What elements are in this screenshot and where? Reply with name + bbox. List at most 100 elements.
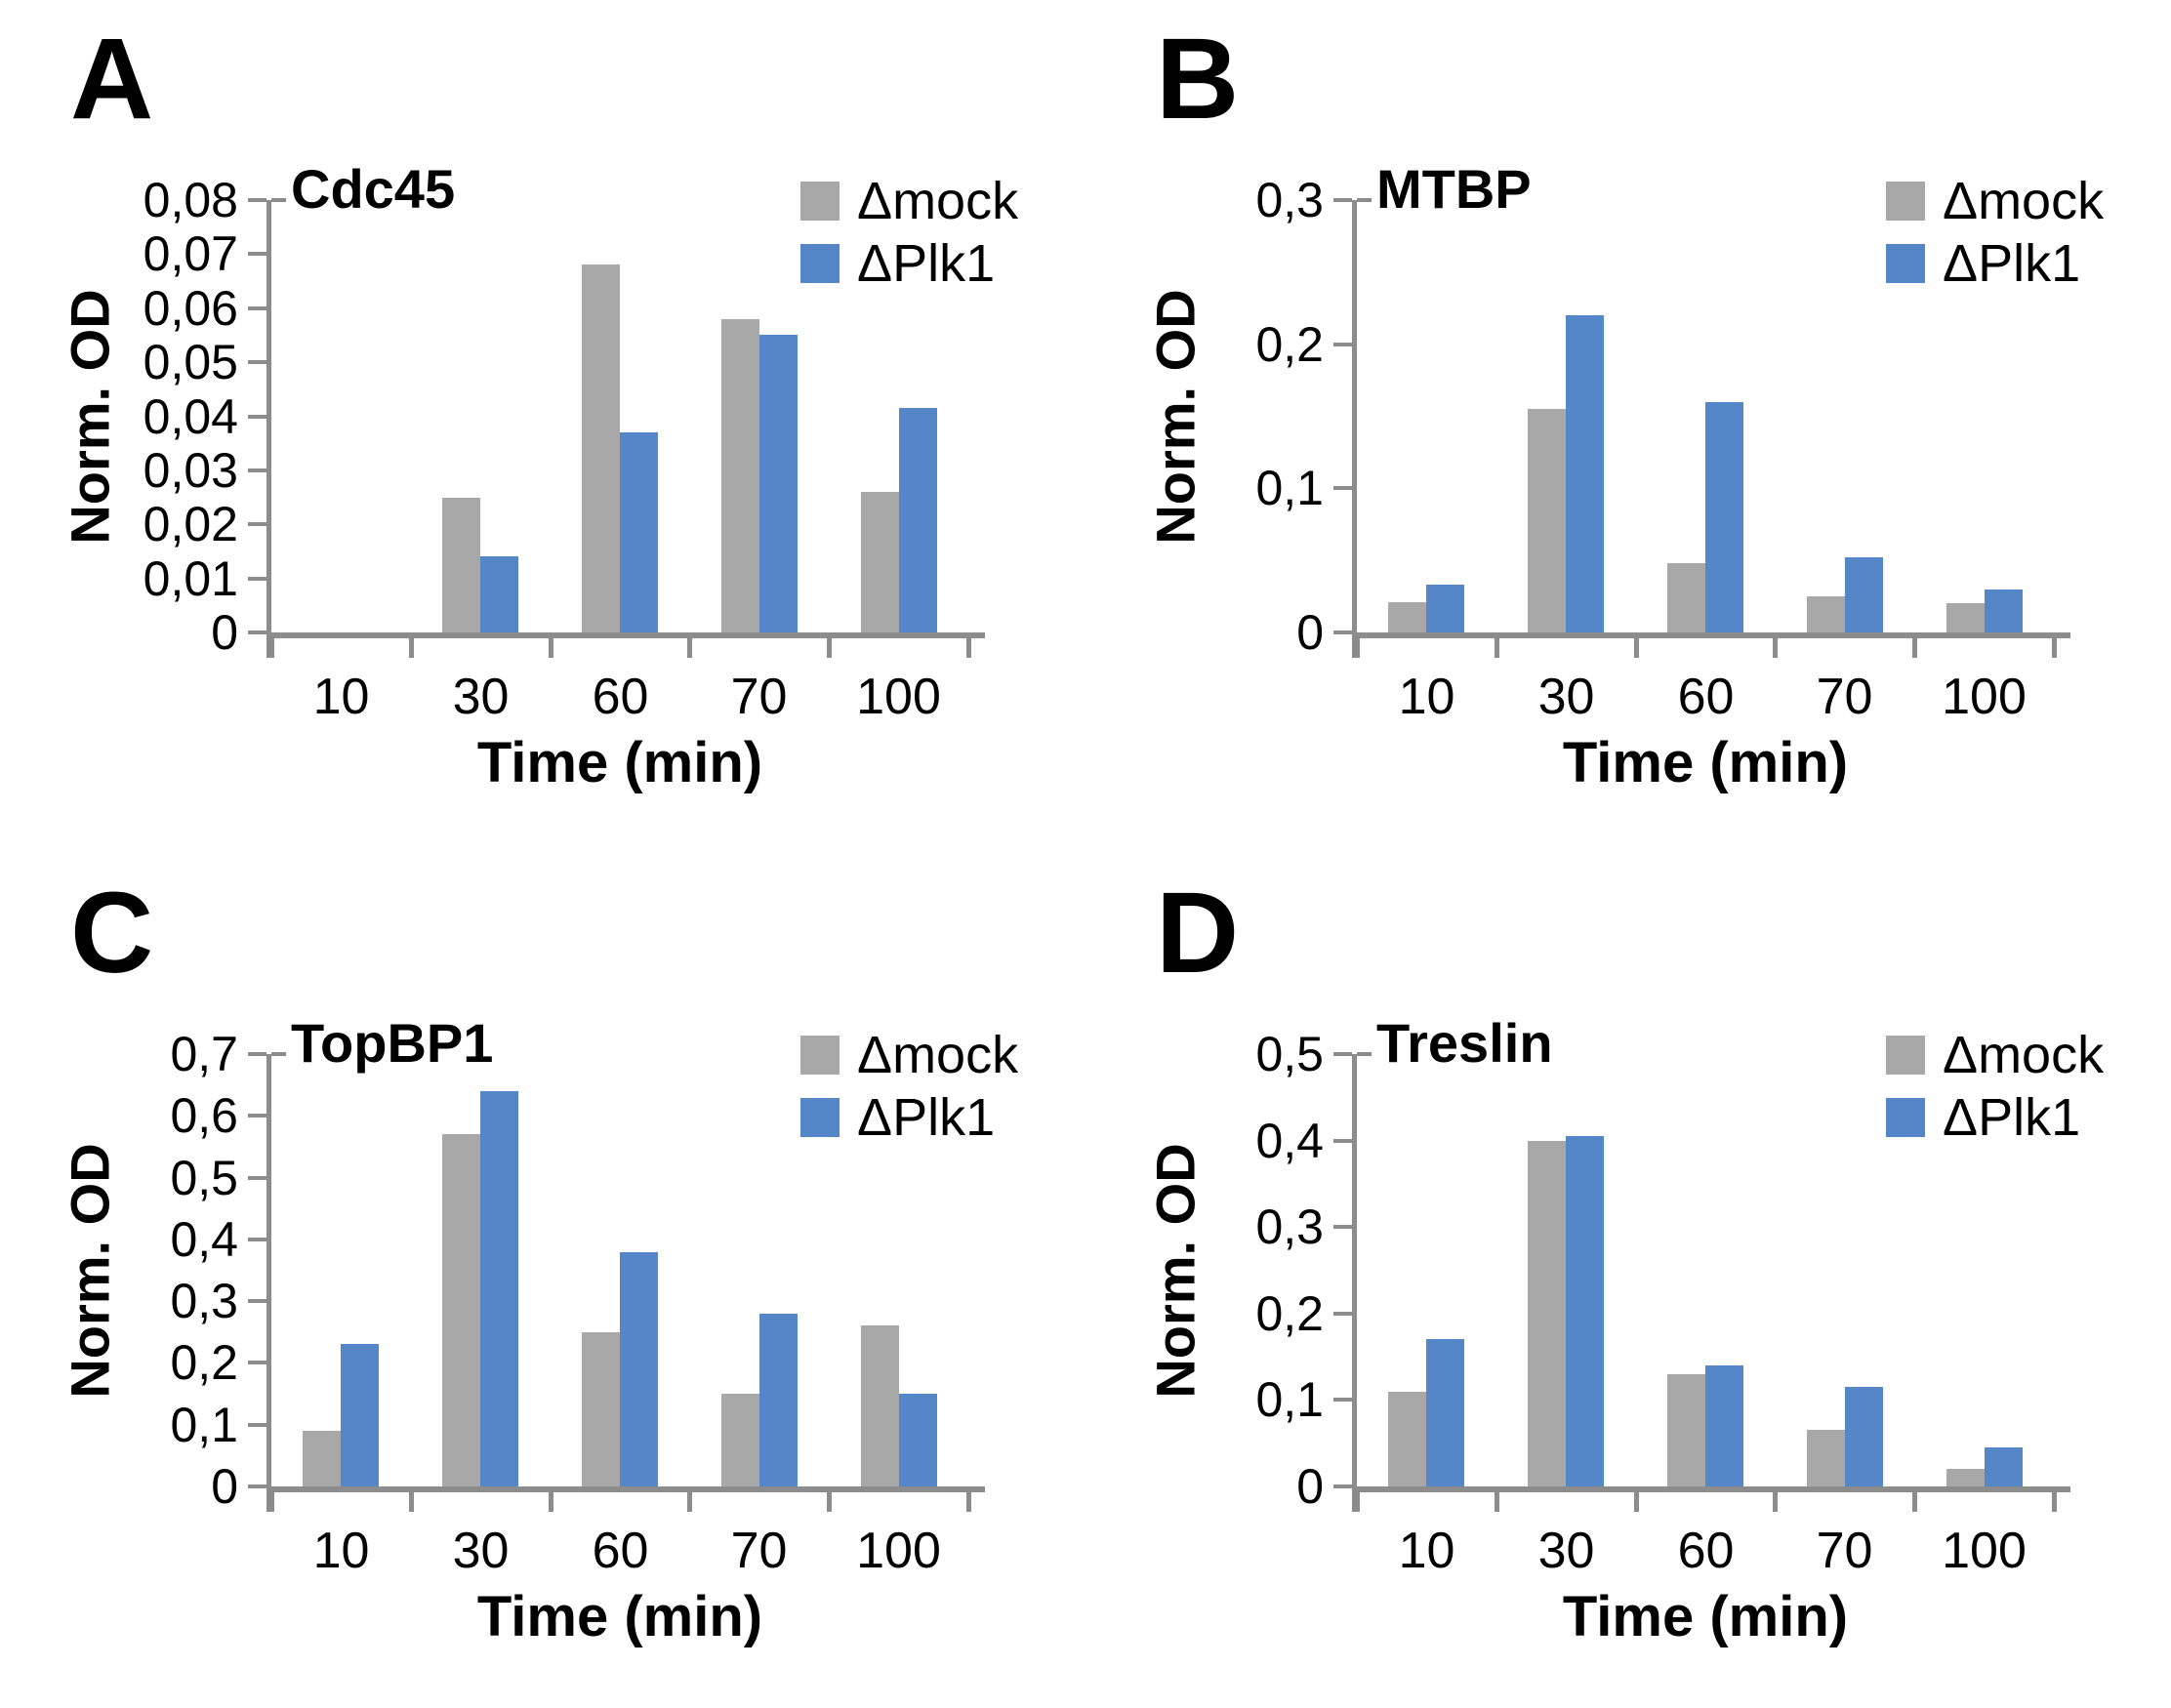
panel-letter: B [1156,15,1240,143]
y-tick [1333,1398,1352,1402]
legend-swatch-mock [1886,1036,1925,1075]
x-tick-label: 60 [1677,669,1735,725]
x-tick [1912,638,1917,658]
y-tick-label: 0,3 [1255,173,1324,227]
legend-swatch-plk1 [1886,244,1925,283]
x-tick [1355,1492,1360,1512]
y-tick [1357,1052,1372,1056]
x-tick [1355,638,1360,658]
y-tick-label: 0,03 [143,443,238,498]
legend-label-plk1: ΔPlk1 [857,1088,996,1147]
bar-plk1 [1845,1387,1883,1486]
x-tick [827,638,832,658]
x-tick-label: 30 [1537,669,1595,725]
y-tick [248,252,266,256]
y-tick-label: 0,5 [170,1151,238,1205]
legend-item-plk1: ΔPlk1 [800,236,1018,291]
x-tick [409,638,414,658]
x-tick-label: 30 [1537,1523,1595,1579]
y-tick-label: 0,08 [143,173,238,227]
x-tick [687,638,692,658]
bar-mock [1528,1141,1566,1486]
legend: Δmock ΔPlk1 [800,174,1018,299]
bar-plk1 [480,556,518,632]
y-tick [248,360,266,364]
y-tick [248,1361,266,1364]
y-tick-label: 0 [1296,1459,1324,1514]
bar-plk1 [1566,315,1604,632]
legend: Δmock ΔPlk1 [1886,1028,2104,1153]
bar-plk1 [899,408,937,632]
chart-title: Cdc45 [291,158,456,220]
y-tick-label: 0,2 [1255,317,1324,372]
y-tick [1333,1052,1352,1056]
x-tick [269,638,274,658]
y-tick [1333,1484,1352,1488]
legend-label-plk1: ΔPlk1 [1943,1088,2081,1147]
bar-mock [1667,563,1705,632]
x-tick-label: 10 [1398,1523,1455,1579]
y-tick-label: 0,7 [170,1027,238,1081]
x-axis-line [1352,632,2070,638]
x-axis-line [1352,1486,2070,1492]
y-tick-label: 0,2 [170,1335,238,1390]
x-tick-label: 70 [730,669,788,725]
legend-item-plk1: ΔPlk1 [800,1090,1018,1145]
x-tick [409,1492,414,1512]
y-axis-line [1352,1054,1357,1512]
bar-plk1 [759,1314,798,1486]
panel-d: D Norm. OD Treslin Δmock ΔPlk1 0 0,1 0,2 0,… [1086,854,2171,1708]
x-tick [687,1492,692,1512]
bar-plk1 [480,1091,518,1486]
legend-item-mock: Δmock [800,1028,1018,1082]
y-tick-label: 0 [211,605,238,660]
y-tick-label: 0,6 [170,1088,238,1143]
bar-mock [1388,602,1426,632]
y-tick-label: 0,2 [1255,1286,1324,1341]
x-tick-label: 30 [452,1523,510,1579]
y-tick-label: 0,5 [1255,1027,1324,1081]
legend-label-plk1: ΔPlk1 [1943,234,2081,293]
bar-mock [582,264,620,632]
y-tick [248,1238,266,1241]
y-tick-label: 0,1 [1255,1372,1324,1427]
legend: Δmock ΔPlk1 [1886,174,2104,299]
bar-plk1 [759,335,798,632]
x-tick-label: 70 [1816,669,1873,725]
y-tick [248,1423,266,1427]
x-tick [1912,1492,1917,1512]
y-tick [1333,630,1352,634]
bar-mock [1388,1392,1426,1486]
y-axis-line [266,200,271,658]
y-tick [248,1299,266,1303]
y-tick [1333,486,1352,490]
x-tick [549,1492,553,1512]
bar-plk1 [899,1394,937,1486]
x-tick [2052,638,2057,658]
bar-mock [861,492,899,632]
bar-mock [1807,596,1845,632]
x-tick [269,1492,274,1512]
legend-item-plk1: ΔPlk1 [1886,236,2104,291]
y-tick [1357,198,1372,202]
legend-label-mock: Δmock [1943,172,2105,230]
x-tick-label: 60 [592,669,649,725]
y-axis-title: Norm. OD [1144,1143,1207,1399]
y-tick-label: 0,1 [170,1398,238,1452]
y-tick [1333,1312,1352,1316]
y-tick [1333,1225,1352,1229]
bar-mock [1807,1430,1845,1486]
x-tick [1634,638,1639,658]
bar-plk1 [1426,1339,1464,1486]
x-axis-title: Time (min) [476,731,763,794]
legend-item-plk1: ΔPlk1 [1886,1090,2104,1145]
x-tick-label: 100 [856,1523,941,1579]
x-tick [1495,1492,1499,1512]
bar-plk1 [1985,590,2023,632]
y-tick [248,577,266,581]
x-tick [2052,1492,2057,1512]
legend-label-mock: Δmock [857,172,1019,230]
bar-mock [1946,1469,1985,1486]
x-tick-label: 100 [856,669,941,725]
x-tick-label: 100 [1942,669,2027,725]
